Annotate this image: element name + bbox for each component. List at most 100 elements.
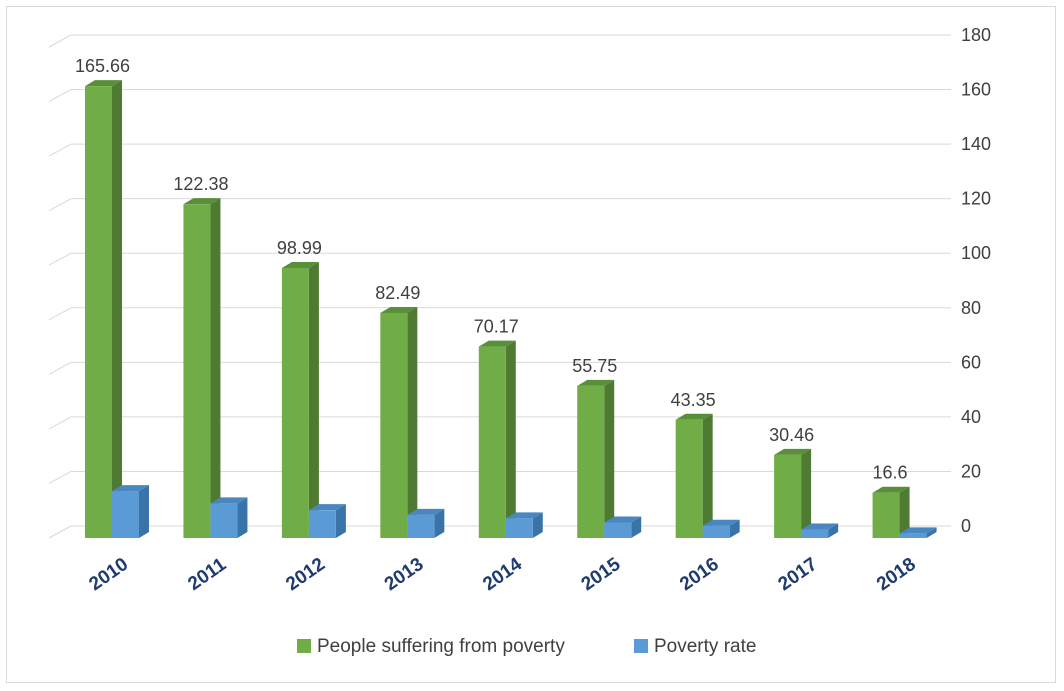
legend-label: People suffering from poverty xyxy=(317,636,565,657)
bar-rate-2016-side xyxy=(729,519,740,538)
bar-people-2014 xyxy=(478,340,516,538)
gridline-diag xyxy=(48,525,72,539)
bar-people-2017-side xyxy=(801,448,812,538)
bar-rate-2013-front xyxy=(407,514,435,538)
bar-rate-2012-side xyxy=(335,504,346,538)
legend-item-0: People suffering from poverty xyxy=(297,636,565,657)
bar-people-2018-top xyxy=(872,486,910,493)
x-axis-categories: 2010 2011 2012 2013 2014 2015 2016 2017 2018 xyxy=(86,554,920,596)
bar-people-2013-front xyxy=(380,312,408,538)
data-labels: 165.66 122.38 98.99 82.49 70.17 55.75 43.35 30.… xyxy=(75,56,908,483)
y-tick-label: 40 xyxy=(961,407,981,427)
gridline-diag xyxy=(48,252,72,266)
category-label-2010: 2010 xyxy=(86,554,133,595)
data-label-2018: 16.6 xyxy=(873,463,908,483)
category-label-2016: 2016 xyxy=(676,554,723,595)
bar-rate-2017-top xyxy=(801,523,839,530)
y-tick-label: 120 xyxy=(961,189,991,209)
bar-rate-2017-front xyxy=(801,529,829,538)
legend-swatch xyxy=(634,639,648,653)
y-tick-label: 180 xyxy=(961,25,991,45)
bar-people-2014-top xyxy=(478,340,516,347)
bar-people-2012-side xyxy=(308,261,319,538)
category-label-2013: 2013 xyxy=(381,554,428,595)
bar-rate-2014-top xyxy=(505,512,543,519)
category-label-2012: 2012 xyxy=(282,554,329,595)
gridline-diag xyxy=(48,34,72,48)
data-label-2015: 55.75 xyxy=(572,356,617,376)
bar-rate-2010-top xyxy=(112,485,149,492)
y-tick-label: 20 xyxy=(961,461,981,481)
bar-rate-2011-top xyxy=(210,497,248,504)
y-tick-label: 160 xyxy=(961,80,991,100)
data-label-2013: 82.49 xyxy=(375,283,420,303)
legend-swatch xyxy=(297,639,311,653)
gridline-diag xyxy=(48,307,72,321)
bar-people-2018-front xyxy=(872,492,900,538)
bars xyxy=(85,80,937,538)
bar-people-2016-side xyxy=(702,413,713,538)
bar-rate-2018-side xyxy=(926,527,937,538)
bar-rate-2014 xyxy=(505,512,543,538)
bar-rate-2014-front xyxy=(505,518,533,538)
bar-people-2016-front xyxy=(675,419,703,538)
y-tick-label: 140 xyxy=(961,134,991,154)
gridline-diag xyxy=(48,361,72,375)
bar-rate-2011 xyxy=(210,497,248,538)
bar-rate-2013 xyxy=(407,508,445,538)
bar-rate-2010-front xyxy=(112,491,139,538)
bar-people-2011-front xyxy=(183,204,211,538)
category-label-2018: 2018 xyxy=(873,554,920,595)
bar-rate-2012-front xyxy=(308,510,336,538)
gridline-diag xyxy=(48,198,72,212)
bar-rate-2012-top xyxy=(308,504,346,511)
category-label-2014: 2014 xyxy=(479,554,526,596)
bar-people-2013-top xyxy=(380,306,418,313)
bar-people-2013 xyxy=(380,306,418,538)
bar-people-2010-front xyxy=(85,86,112,538)
bar-people-2015-top xyxy=(577,379,615,386)
data-label-2017: 30.46 xyxy=(769,425,814,445)
y-tick-label: 0 xyxy=(961,516,971,536)
bar-people-2014-front xyxy=(478,346,506,538)
bar-rate-2015-front xyxy=(604,522,632,538)
bar-people-2018-side xyxy=(899,486,910,538)
bar-rate-2017-side xyxy=(828,523,839,538)
bar-rate-2014-side xyxy=(532,512,543,538)
gridline-diag xyxy=(48,89,72,102)
bar-rate-2013-side xyxy=(434,508,445,538)
bar-rate-2015-side xyxy=(631,516,642,538)
gridline-diag xyxy=(48,471,72,484)
chart-frame: 0 20 40 60 80 100 120 140 160 180 165.66 122.38 98.… xyxy=(6,6,1056,683)
y-tick-label: 100 xyxy=(961,243,991,263)
bar-people-2010-side xyxy=(112,80,122,538)
legend-label: Poverty rate xyxy=(654,636,756,657)
bar-rate-2011-side xyxy=(237,497,248,538)
bar-people-2017-front xyxy=(774,454,802,538)
bar-people-2013-side xyxy=(407,306,418,538)
category-label-2017: 2017 xyxy=(775,554,822,595)
gridline-diag xyxy=(48,143,72,157)
bar-rate-2018 xyxy=(899,527,937,538)
category-label-2011: 2011 xyxy=(184,554,230,595)
bar-people-2015 xyxy=(577,379,615,538)
bar-people-2012-front xyxy=(281,267,309,538)
bar-people-2015-side xyxy=(604,379,615,538)
bar-people-2011-top xyxy=(183,198,221,205)
data-label-2011: 122.38 xyxy=(173,174,228,194)
bar-rate-2010-side xyxy=(139,485,149,538)
data-label-2010: 165.66 xyxy=(75,56,130,76)
bar-rate-2017 xyxy=(801,523,839,538)
bar-rate-2012 xyxy=(308,504,346,538)
bar-rate-2016 xyxy=(702,519,740,538)
data-label-2012: 98.99 xyxy=(277,238,322,258)
bar-people-2011-side xyxy=(210,198,221,538)
legend: People suffering from poverty Poverty rat… xyxy=(297,636,756,657)
y-axis-ticks: 0 20 40 60 80 100 120 140 160 180 xyxy=(961,25,991,536)
bar-people-2016 xyxy=(675,413,713,538)
y-tick-label: 60 xyxy=(961,352,981,372)
bar-rate-2015 xyxy=(604,516,642,538)
bar-people-2010-top xyxy=(85,80,122,87)
legend-item-1: Poverty rate xyxy=(634,636,756,657)
bar-rate-2016-front xyxy=(702,525,730,538)
